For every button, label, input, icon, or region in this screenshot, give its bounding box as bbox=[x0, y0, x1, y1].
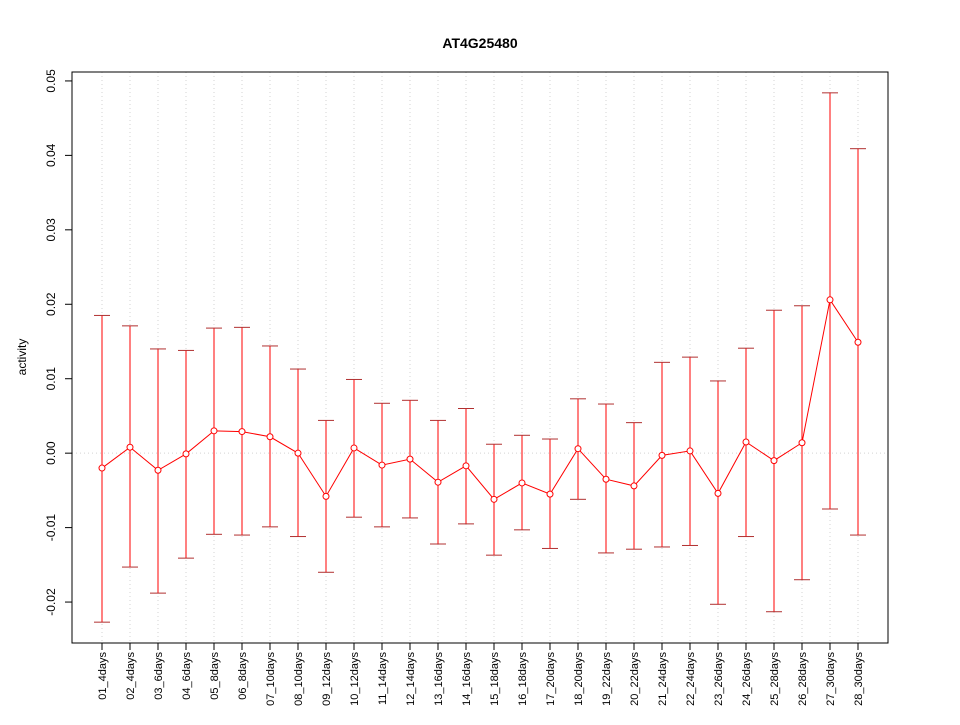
x-tick-label: 26_28days bbox=[797, 652, 809, 706]
data-point bbox=[742, 438, 750, 446]
chart-title: AT4G25480 bbox=[442, 35, 517, 51]
plot-frame bbox=[71, 71, 889, 644]
data-point bbox=[574, 445, 582, 453]
x-tick-label: 24_26days bbox=[741, 652, 753, 706]
x-tick-label: 21_24days bbox=[657, 652, 669, 706]
y-tick-label: -0.02 bbox=[44, 588, 58, 616]
data-point bbox=[126, 443, 134, 451]
x-tick-label: 01_4days bbox=[97, 652, 109, 700]
y-axis-label: activity bbox=[15, 339, 29, 376]
data-point bbox=[182, 450, 190, 458]
x-tick-label: 28_30days bbox=[853, 652, 865, 706]
y-tick-label: -0.01 bbox=[44, 514, 58, 542]
data-point bbox=[154, 466, 162, 474]
y-tick-label: 0.03 bbox=[44, 218, 58, 242]
x-tick-label: 18_20days bbox=[573, 652, 585, 706]
data-point bbox=[434, 478, 442, 486]
x-tick-label: 11_14days bbox=[377, 652, 389, 706]
x-tick-label: 08_10days bbox=[293, 652, 305, 706]
x-tick-label: 14_16days bbox=[461, 652, 473, 706]
data-point bbox=[714, 489, 722, 497]
data-point bbox=[406, 455, 414, 463]
data-point bbox=[826, 296, 834, 304]
y-tick-label: 0.00 bbox=[44, 441, 58, 465]
x-tick-label: 20_22days bbox=[629, 652, 641, 706]
x-tick-label: 02_4days bbox=[125, 652, 137, 700]
y-tick-label: 0.02 bbox=[44, 292, 58, 316]
data-point bbox=[518, 479, 526, 487]
data-point bbox=[238, 428, 246, 436]
data-point bbox=[266, 433, 274, 441]
x-tick-label: 19_22days bbox=[601, 652, 613, 706]
data-point bbox=[770, 457, 778, 465]
x-tick-label: 10_12days bbox=[349, 652, 361, 706]
x-tick-label: 15_18days bbox=[489, 652, 501, 706]
x-tick-label: 07_10days bbox=[265, 652, 277, 706]
x-tick-label: 17_20days bbox=[545, 652, 557, 706]
x-tick-label: 23_26days bbox=[713, 652, 725, 706]
data-point bbox=[658, 451, 666, 459]
data-point bbox=[602, 475, 610, 483]
series-line bbox=[101, 298, 859, 500]
x-tick-label: 05_8days bbox=[209, 652, 221, 700]
x-tick-label: 04_6days bbox=[181, 652, 193, 700]
x-tick-label: 27_30days bbox=[825, 652, 837, 706]
x-tick-label: 06_8days bbox=[237, 652, 249, 700]
data-point bbox=[350, 444, 358, 452]
grid bbox=[72, 72, 888, 643]
data-point bbox=[98, 464, 106, 472]
data-point bbox=[210, 427, 218, 435]
x-tick-label: 12_14days bbox=[405, 652, 417, 706]
data-point bbox=[854, 338, 862, 346]
y-tick-label: 0.05 bbox=[44, 69, 58, 93]
x-tick-label: 13_16days bbox=[433, 652, 445, 706]
x-tick-label: 22_24days bbox=[685, 652, 697, 706]
x-tick-label: 03_6days bbox=[153, 652, 165, 700]
x-tick-label: 16_18days bbox=[517, 652, 529, 706]
y-tick-label: 0.04 bbox=[44, 143, 58, 167]
data-point bbox=[546, 490, 554, 498]
data-point bbox=[686, 447, 694, 455]
data-point bbox=[798, 439, 806, 447]
axes: -0.02 -0.01 0.00 0.01 0.02 0.03 0.04 0.05 01_4da… bbox=[44, 69, 865, 706]
data-point bbox=[322, 492, 330, 500]
x-tick-label: 25_28days bbox=[769, 652, 781, 706]
data-point bbox=[490, 495, 498, 503]
data-point bbox=[630, 482, 638, 490]
data-point bbox=[378, 461, 386, 469]
marks bbox=[94, 92, 866, 623]
x-tick-label: 09_12days bbox=[321, 652, 333, 706]
data-point bbox=[462, 462, 470, 470]
data-point bbox=[294, 449, 302, 457]
y-tick-label: 0.01 bbox=[44, 367, 58, 391]
